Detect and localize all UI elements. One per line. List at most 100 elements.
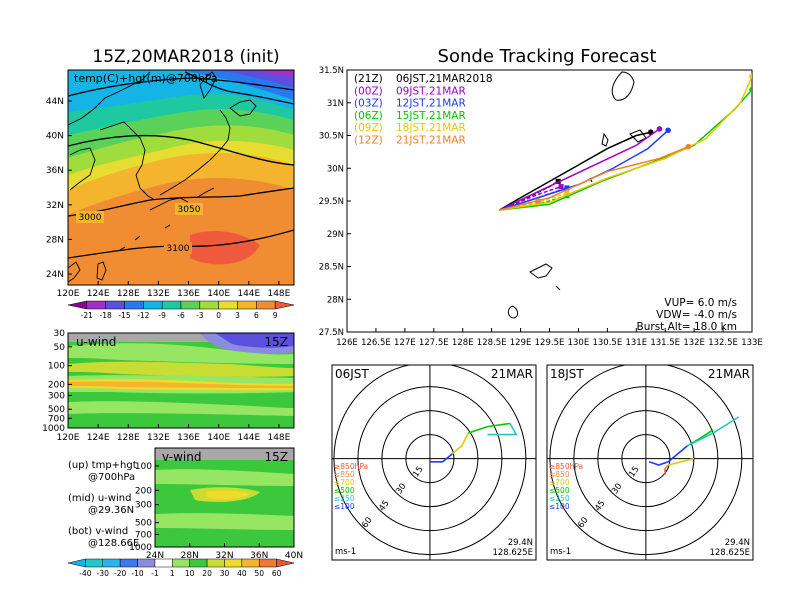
v-wind-lat-label: 24N [146,551,164,561]
v-wind-lat-label: 28N [181,551,199,561]
contour-label-3100: 3100 [167,244,190,254]
temp-colorbar-swatch [161,300,182,310]
wind-colorbar-swatch [276,558,295,568]
temperature-colorbar: -21 -18 -15 -12 -9 -6 -3 0 3 6 9 [67,300,295,320]
burst-point-12z [685,143,692,150]
temp-colorbar-swatch [256,300,276,310]
temp-colorbar-swatch [124,300,144,310]
track-lon-label: 130.5E [592,338,622,348]
hodograph-pressure-legend: ≤250 [549,494,570,503]
track-lon-label: 132E [683,338,705,348]
vdw-value: VDW= -4.0 m/s [656,309,737,321]
u-wind-pressure-label: 50 [54,343,66,353]
hodograph-time-label: 06JST [335,367,369,381]
island-outline [507,305,519,319]
legend-bot-line2: @128.66E [88,538,139,549]
temp-colorbar-swatch [180,300,201,310]
track-lon-label: 131.5E [650,338,680,348]
v-wind-pressure-label: 100 [135,462,152,472]
contour-label-3050: 3050 [178,205,201,215]
map-lon-label: 120E [57,289,80,299]
hodograph-pressure-legend: ≤100 [549,502,570,511]
hodograph-pressure-legend: ≤700 [549,478,570,487]
landing-point-12z [535,198,541,204]
track-descent-12z [498,200,539,211]
hodograph-lon: 128.625E [709,548,750,558]
v-wind-lat-axis: 24N 28N 32N 36N 40N [146,543,303,561]
wind-colorbar-label: 20 [202,569,212,578]
map-lon-label: 136E [177,289,200,299]
map-field-label: temp(C)+hgt(m)@700hPa [74,72,218,85]
u-wind-pressure-label: 30 [54,329,66,339]
landing-point-09z [564,190,570,196]
map-lat-label: 44N [46,97,64,107]
track-lat-label: 30.5N [319,132,344,142]
legend-bot-line1: (bot) v-wind [68,526,128,537]
track-legend-time: 09JST,21MAR [396,85,466,97]
hodograph-pressure-legend: ≤850 [549,470,570,479]
sonde-parameters: VUP= 6.0 m/s VDW= -4.0 m/s Burst Alt= 18… [637,297,737,333]
track-lon-label: 131E [625,338,647,348]
u-wind-lon-label: 132E [147,433,170,443]
v-wind-time: 15Z [265,450,289,464]
temp-colorbar-swatch [143,300,163,310]
island-outline [555,285,561,291]
track-lat-label: 28.5N [319,263,344,273]
map-lat-axis: 24N 28N 32N 36N 40N 44N [46,97,72,280]
track-lon-label: 126.5E [361,338,391,348]
track-ascent-09z [499,76,752,211]
track-descent-03z [498,187,568,211]
map-lat-label: 32N [46,201,64,211]
temp-colorbar-label: -12 [137,311,149,320]
hodograph-segment [668,457,695,466]
map-lon-label: 128E [117,289,140,299]
wind-colorbar-label: 1 [170,569,175,578]
track-legend-time: 06JST,21MAR2018 [396,73,493,85]
track-lon-label: 128.5E [477,338,507,348]
wind-colorbar-swatch [102,558,121,568]
wind-colorbar-label: 40 [237,569,247,578]
landing-point-00z [558,184,564,190]
track-lon-label: 127E [394,338,416,348]
map-lat-label: 24N [46,270,64,280]
wind-colorbar-label: 10 [185,569,195,578]
u-wind-lon-label: 128E [117,433,140,443]
u-wind-pressure-label: 200 [48,380,65,390]
track-lon-label: 129.5E [535,338,565,348]
track-lat-axis: 27.5N 28N 28.5N 29N 29.5N 30N 30.5N 31N 31.5N [319,66,351,338]
hodograph-pressure-legend: ≤500 [334,486,355,495]
temp-colorbar-label: -9 [158,311,166,320]
burst-point-06z [749,86,752,93]
track-ascent-21z [498,131,651,211]
left-title: 15Z,20MAR2018 (init) [92,47,279,67]
legend-mid-line1: (mid) u-wind [68,493,131,504]
temp-colorbar-label: 6 [254,311,259,320]
hodograph-segment [451,432,470,455]
track-legend-run: (03Z) [354,98,383,110]
track-lat-label: 28N [327,295,344,305]
hodograph-lon: 128.625E [492,548,533,558]
temp-colorbar-label: 3 [235,311,240,320]
wind-colorbar-label: 30 [220,569,230,578]
track-legend-time: 18JST,21MAR [396,122,466,134]
burst-altitude: Burst Alt= 18.0 km [637,321,737,333]
hodograph-pressure-legend: ≥850hPa [549,462,583,471]
track-lon-label: 132.5E [708,338,738,348]
track-legend-time: 12JST,21MAR [396,98,466,110]
wind-colorbar-label: -10 [131,569,143,578]
track-lon-label: 126E [336,338,358,348]
track-lon-label: 130E [568,338,590,348]
v-wind-pressure-label: 1000 [129,543,152,553]
temp-colorbar-label: -3 [196,311,204,320]
v-wind-lat-label: 36N [250,551,268,561]
temp-colorbar-label: 0 [216,311,221,320]
sonde-track-lines [498,73,752,211]
hodograph-lat: 29.4N [725,538,750,548]
map-lon-label: 148E [267,289,290,299]
u-wind-pressure-label: 700 [48,414,65,424]
